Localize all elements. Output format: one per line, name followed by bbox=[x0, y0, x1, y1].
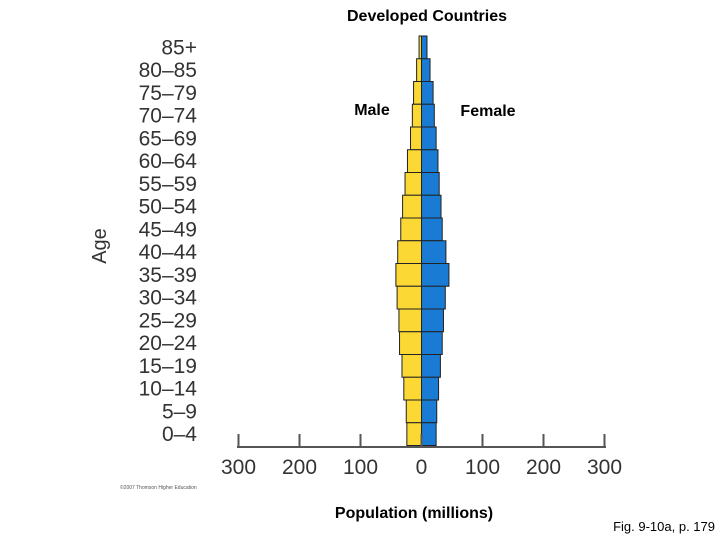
age-tick-label: 20–24 bbox=[139, 332, 198, 355]
female-bar bbox=[421, 308, 444, 333]
age-tick-label: 70–74 bbox=[139, 105, 198, 128]
age-tick-label: 35–39 bbox=[139, 264, 197, 287]
male-bar bbox=[401, 354, 423, 378]
x-tick-label: 200 bbox=[526, 456, 561, 479]
female-bar bbox=[421, 331, 443, 355]
male-bar bbox=[395, 263, 423, 287]
legend-female: Female bbox=[460, 103, 515, 120]
x-axis-label: Population (millions) bbox=[335, 505, 493, 522]
male-bar bbox=[410, 126, 422, 151]
female-bar bbox=[421, 217, 443, 242]
x-tick-group: 300 200 100 0 100 200 300 bbox=[221, 434, 622, 479]
x-tick-label: 300 bbox=[221, 456, 256, 479]
age-tick-label: 25–29 bbox=[139, 309, 197, 332]
age-tick-label: 0–4 bbox=[162, 423, 197, 446]
female-bar bbox=[421, 285, 446, 310]
male-bar bbox=[398, 308, 422, 333]
bars-group bbox=[395, 35, 450, 446]
male-bar bbox=[411, 103, 423, 128]
female-bar bbox=[421, 172, 440, 196]
age-tick-label: 85+ bbox=[161, 36, 197, 59]
legend-male: Male bbox=[354, 102, 390, 119]
male-bar bbox=[397, 240, 422, 264]
male-bar bbox=[403, 376, 422, 401]
male-bar bbox=[405, 399, 422, 424]
age-tick-label: 5–9 bbox=[162, 400, 197, 423]
x-tick-label: 0 bbox=[416, 456, 428, 479]
male-bar bbox=[400, 217, 423, 242]
female-bar bbox=[421, 103, 435, 128]
female-bar bbox=[421, 354, 441, 378]
female-bar bbox=[421, 240, 447, 264]
male-bar bbox=[416, 58, 422, 82]
female-bar bbox=[421, 376, 440, 401]
age-tick-label: 55–59 bbox=[139, 173, 197, 196]
male-bar bbox=[406, 149, 423, 173]
female-bar bbox=[421, 422, 437, 446]
female-bar bbox=[421, 58, 431, 82]
age-tick-label: 65–69 bbox=[139, 127, 197, 150]
age-tick-label: 30–34 bbox=[139, 287, 198, 310]
copyright-text: ©2007 Thomson Higher Education bbox=[120, 484, 197, 491]
female-bar bbox=[421, 81, 434, 105]
chart-title: Developed Countries bbox=[347, 8, 507, 25]
x-tick-label: 100 bbox=[465, 456, 500, 479]
figure-caption: Fig. 9-10a, p. 179 bbox=[613, 519, 715, 534]
age-tick-labels: 85+80–8575–7970–7465–6960–6455–5950–5445… bbox=[139, 36, 198, 446]
age-tick-label: 10–14 bbox=[139, 378, 198, 401]
female-bar bbox=[421, 263, 450, 287]
age-tick-label: 60–64 bbox=[139, 150, 198, 173]
male-bar bbox=[399, 331, 423, 355]
male-bar bbox=[413, 81, 423, 105]
x-tick-label: 200 bbox=[282, 456, 317, 479]
age-tick-label: 50–54 bbox=[139, 196, 198, 219]
male-bar bbox=[406, 422, 422, 446]
male-bar bbox=[396, 285, 423, 310]
age-tick-label: 15–19 bbox=[139, 355, 197, 378]
female-bar bbox=[421, 149, 439, 173]
age-tick-label: 45–49 bbox=[139, 218, 197, 241]
x-tick-label: 300 bbox=[587, 456, 622, 479]
female-bar bbox=[421, 194, 442, 219]
female-bar bbox=[421, 35, 428, 60]
y-axis-label: Age bbox=[89, 228, 111, 264]
male-bar bbox=[402, 194, 422, 219]
female-bar bbox=[421, 126, 437, 151]
age-tick-label: 40–44 bbox=[139, 241, 198, 264]
x-tick-label: 100 bbox=[343, 456, 378, 479]
age-tick-label: 75–79 bbox=[139, 82, 197, 105]
female-bar bbox=[421, 399, 438, 424]
age-tick-label: 80–85 bbox=[139, 59, 197, 82]
male-bar bbox=[404, 172, 422, 196]
